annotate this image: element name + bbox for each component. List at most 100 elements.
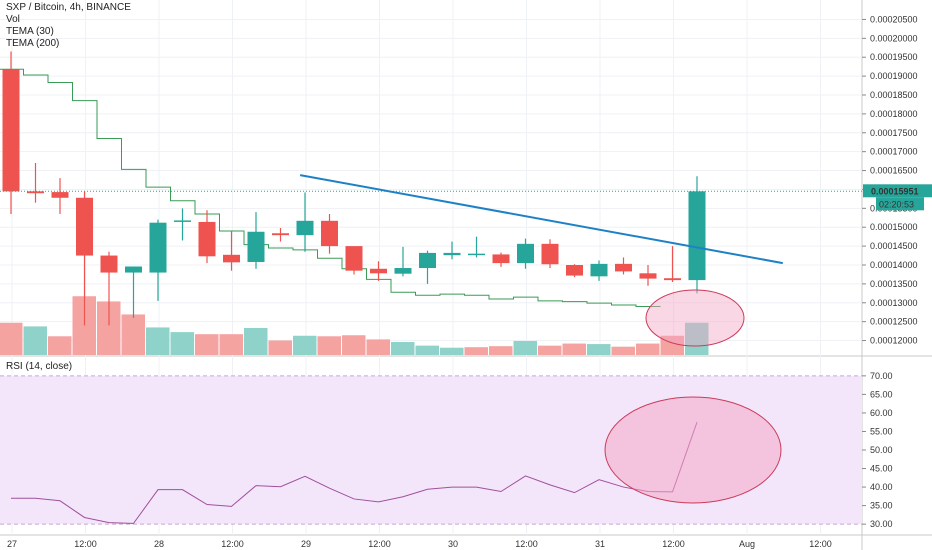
volume-bar: [636, 343, 660, 355]
trendline-layer: [299, 174, 783, 265]
candle-body: [125, 266, 142, 273]
trendline: [299, 174, 783, 265]
chart-legend[interactable]: SXP / Bitcoin, 4h, BINANCE Vol TEMA (30)…: [6, 2, 131, 50]
rsi-tick-label: 70.00: [870, 371, 893, 381]
last-price-tag: [863, 184, 932, 198]
volume-bar: [317, 336, 341, 355]
volume-bar: [23, 326, 47, 355]
date-tick-label: 12:00: [368, 539, 391, 549]
date-tick-label: 12:00: [809, 539, 832, 549]
tema30-line: [0, 68, 661, 308]
rsi-annotation-ellipse: [604, 396, 782, 504]
candle-body: [566, 265, 583, 276]
date-tick-label: Aug: [739, 539, 755, 549]
volume-bar: [342, 335, 366, 355]
countdown-label: 02:20:53: [879, 199, 914, 209]
tema-lines: [0, 68, 661, 308]
rsi-tick-label: 60.00: [870, 408, 893, 418]
volume-bar: [464, 347, 488, 355]
price-tick-label: 0.00020000: [870, 33, 918, 43]
candle-body: [272, 233, 289, 236]
volume-bars: [0, 296, 709, 355]
date-tick-label: 12:00: [221, 539, 244, 549]
volume-bar: [268, 340, 292, 355]
volume-bar: [366, 339, 390, 355]
price-tick-label: 0.00018000: [870, 109, 918, 119]
rsi-tick-label: 50.00: [870, 445, 893, 455]
price-tick-label: 0.00013500: [870, 279, 918, 289]
volume-bar: [0, 322, 23, 355]
candle-body: [517, 243, 534, 264]
volume-bar: [244, 327, 268, 355]
price-tick-label: 0.00017000: [870, 147, 918, 157]
date-tick-label: 28: [154, 539, 164, 549]
volume-bar: [293, 335, 317, 355]
date-tick-label: 27: [7, 539, 17, 549]
price-tick-label: 0.00015000: [870, 222, 918, 232]
volume-bar: [685, 322, 709, 355]
legend-tema30[interactable]: TEMA (30): [6, 26, 54, 37]
volume-bar: [170, 332, 194, 355]
candle-body: [590, 263, 608, 277]
date-tick-label: 12:00: [74, 539, 97, 549]
candle-body: [27, 191, 44, 194]
candle-body: [541, 243, 559, 265]
price-tick-label: 0.00014000: [870, 260, 918, 270]
price-tick-label: 0.00014500: [870, 241, 918, 251]
date-tick-label: 31: [595, 539, 605, 549]
price-tick-label: 0.00012000: [870, 336, 918, 346]
price-tick-label: 0.00020500: [870, 14, 918, 24]
volume-bar: [219, 334, 243, 355]
date-tick-label: 12:00: [515, 539, 538, 549]
candle-body: [688, 191, 706, 281]
rsi-tick-label: 40.00: [870, 482, 893, 492]
candle-body: [468, 253, 485, 256]
price-tick-label: 0.00016500: [870, 166, 918, 176]
annotation-layer: [604, 289, 782, 504]
legend-tema200[interactable]: TEMA (200): [6, 38, 60, 49]
volume-bar: [489, 346, 513, 355]
volume-bar: [611, 346, 635, 355]
volume-bar: [391, 342, 415, 355]
candle-body: [174, 220, 191, 222]
candle-body: [76, 197, 93, 256]
price-tick-label: 0.00019000: [870, 71, 918, 81]
candle-body: [223, 254, 240, 263]
volume-bar: [513, 340, 537, 355]
candle-body: [296, 220, 314, 236]
date-tick-label: 30: [448, 539, 458, 549]
volume-bar: [587, 344, 611, 355]
volume-annotation-ellipse: [645, 289, 745, 347]
rsi-tick-label: 45.00: [870, 464, 893, 474]
rsi-tick-label: 55.00: [870, 426, 893, 436]
candle-body: [664, 278, 681, 281]
date-tick-label: 12:00: [662, 539, 685, 549]
volume-bar: [146, 327, 170, 355]
candle-body: [639, 273, 657, 279]
countdown-tag: [876, 197, 924, 211]
rsi-tick-label: 30.00: [870, 519, 893, 529]
candle-body: [419, 252, 436, 269]
price-tick-label: 0.00019500: [870, 52, 918, 62]
legend-vol[interactable]: Vol: [6, 14, 20, 25]
volume-bar: [195, 334, 219, 355]
rsi-line: [11, 422, 698, 524]
candle-body: [51, 192, 69, 198]
candle-body: [394, 268, 412, 274]
volume-bar: [562, 343, 586, 355]
candle-body: [149, 222, 167, 273]
volume-bar: [121, 314, 145, 355]
volume-bar: [48, 336, 72, 355]
legend-symbol[interactable]: SXP / Bitcoin, 4h, BINANCE: [6, 2, 131, 13]
candle-body: [100, 255, 118, 273]
volume-bar: [415, 345, 439, 355]
volume-bar: [440, 347, 464, 355]
rsi-tick-label: 65.00: [870, 389, 893, 399]
volume-bar: [97, 301, 121, 355]
price-tick-label: 0.00012500: [870, 317, 918, 327]
candle-body: [492, 254, 510, 264]
rsi-legend[interactable]: RSI (14, close): [6, 361, 73, 372]
volume-bar: [538, 345, 562, 355]
